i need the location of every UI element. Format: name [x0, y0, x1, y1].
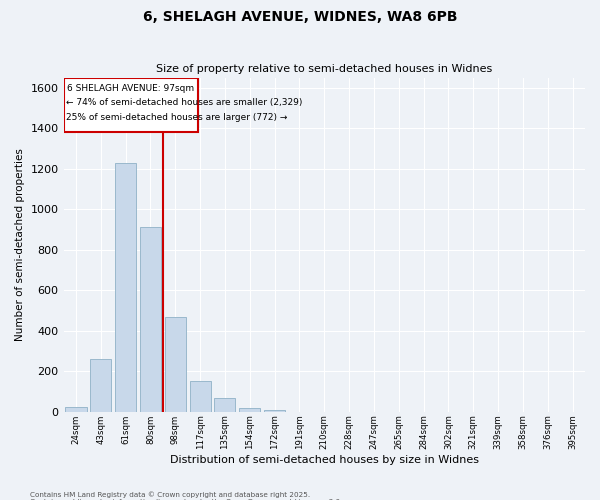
Text: Contains HM Land Registry data © Crown copyright and database right 2025.: Contains HM Land Registry data © Crown c… — [30, 491, 310, 498]
Bar — [90, 359, 112, 412]
Bar — [140, 228, 161, 412]
Text: ← 74% of semi-detached houses are smaller (2,329): ← 74% of semi-detached houses are smalle… — [66, 98, 302, 107]
Title: Size of property relative to semi-detached houses in Widnes: Size of property relative to semi-detach… — [156, 64, 493, 74]
Bar — [165, 316, 186, 412]
Text: Contains public sector information licensed under the Open Government Licence v3: Contains public sector information licen… — [30, 499, 343, 500]
Bar — [214, 398, 235, 412]
X-axis label: Distribution of semi-detached houses by size in Widnes: Distribution of semi-detached houses by … — [170, 455, 479, 465]
Bar — [264, 410, 285, 412]
Text: 25% of semi-detached houses are larger (772) →: 25% of semi-detached houses are larger (… — [66, 113, 287, 122]
Y-axis label: Number of semi-detached properties: Number of semi-detached properties — [15, 148, 25, 341]
Bar — [239, 408, 260, 412]
Bar — [190, 382, 211, 412]
Text: 6, SHELAGH AVENUE, WIDNES, WA8 6PB: 6, SHELAGH AVENUE, WIDNES, WA8 6PB — [143, 10, 457, 24]
Text: 6 SHELAGH AVENUE: 97sqm: 6 SHELAGH AVENUE: 97sqm — [67, 84, 194, 92]
Bar — [115, 162, 136, 412]
Bar — [65, 406, 86, 412]
FancyBboxPatch shape — [64, 78, 197, 132]
